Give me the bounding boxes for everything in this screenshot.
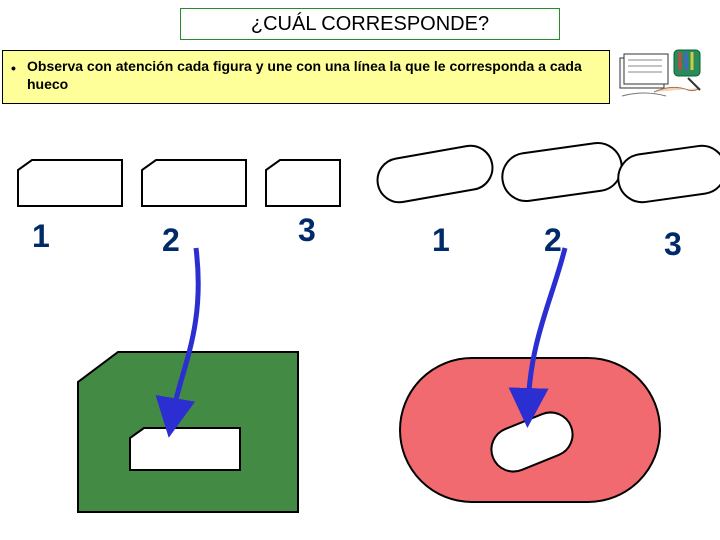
page-title: ¿CUÁL CORRESPONDE? [251,13,489,36]
green-block-hole [130,428,240,470]
label-right-2: 2 [544,222,562,259]
arrow-left [172,248,198,418]
label-left-1: 1 [32,218,50,255]
label-right-1: 1 [432,222,450,259]
card-shape-3 [266,160,340,206]
label-right-3: 3 [664,226,682,263]
bullet-icon: • [11,59,16,77]
pink-pill-hole [485,406,579,478]
clipart-writing [614,48,714,108]
pink-pill [400,358,660,502]
instruction-panel: • Observa con atención cada figura y une… [2,50,610,104]
arrow-right [528,248,565,408]
green-block [78,352,298,512]
pill-shape-3 [615,143,720,206]
label-left-2: 2 [162,222,180,259]
instruction-text: Observa con atención cada figura y une c… [27,58,582,92]
card-shape-1 [18,160,122,206]
label-left-3: 3 [298,212,316,249]
card-shape-2 [142,160,246,206]
pill-shape-1 [374,142,496,205]
pill-shape-2 [499,140,625,204]
title-box: ¿CUÁL CORRESPONDE? [180,8,560,40]
